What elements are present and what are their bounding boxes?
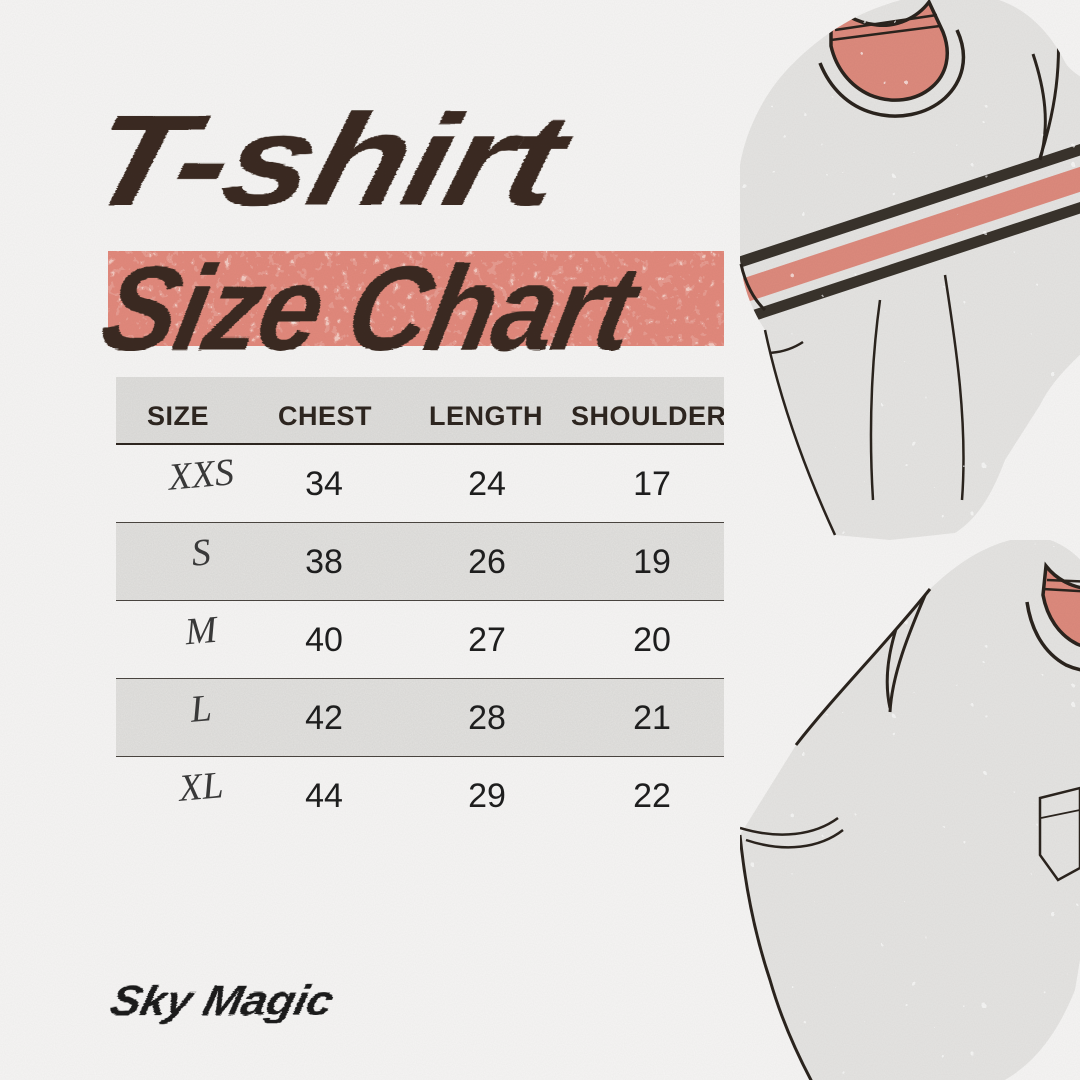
svg-text:Size Chart: Size Chart — [92, 241, 651, 375]
svg-text:T-shirt: T-shirt — [73, 88, 586, 233]
svg-text:Sky Magic: Sky Magic — [106, 978, 338, 1024]
